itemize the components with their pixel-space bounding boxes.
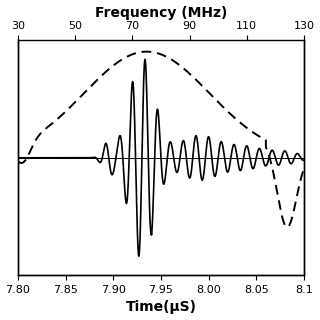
X-axis label: Frequency (MHz): Frequency (MHz) bbox=[95, 5, 227, 20]
X-axis label: Time(μS): Time(μS) bbox=[125, 300, 196, 315]
